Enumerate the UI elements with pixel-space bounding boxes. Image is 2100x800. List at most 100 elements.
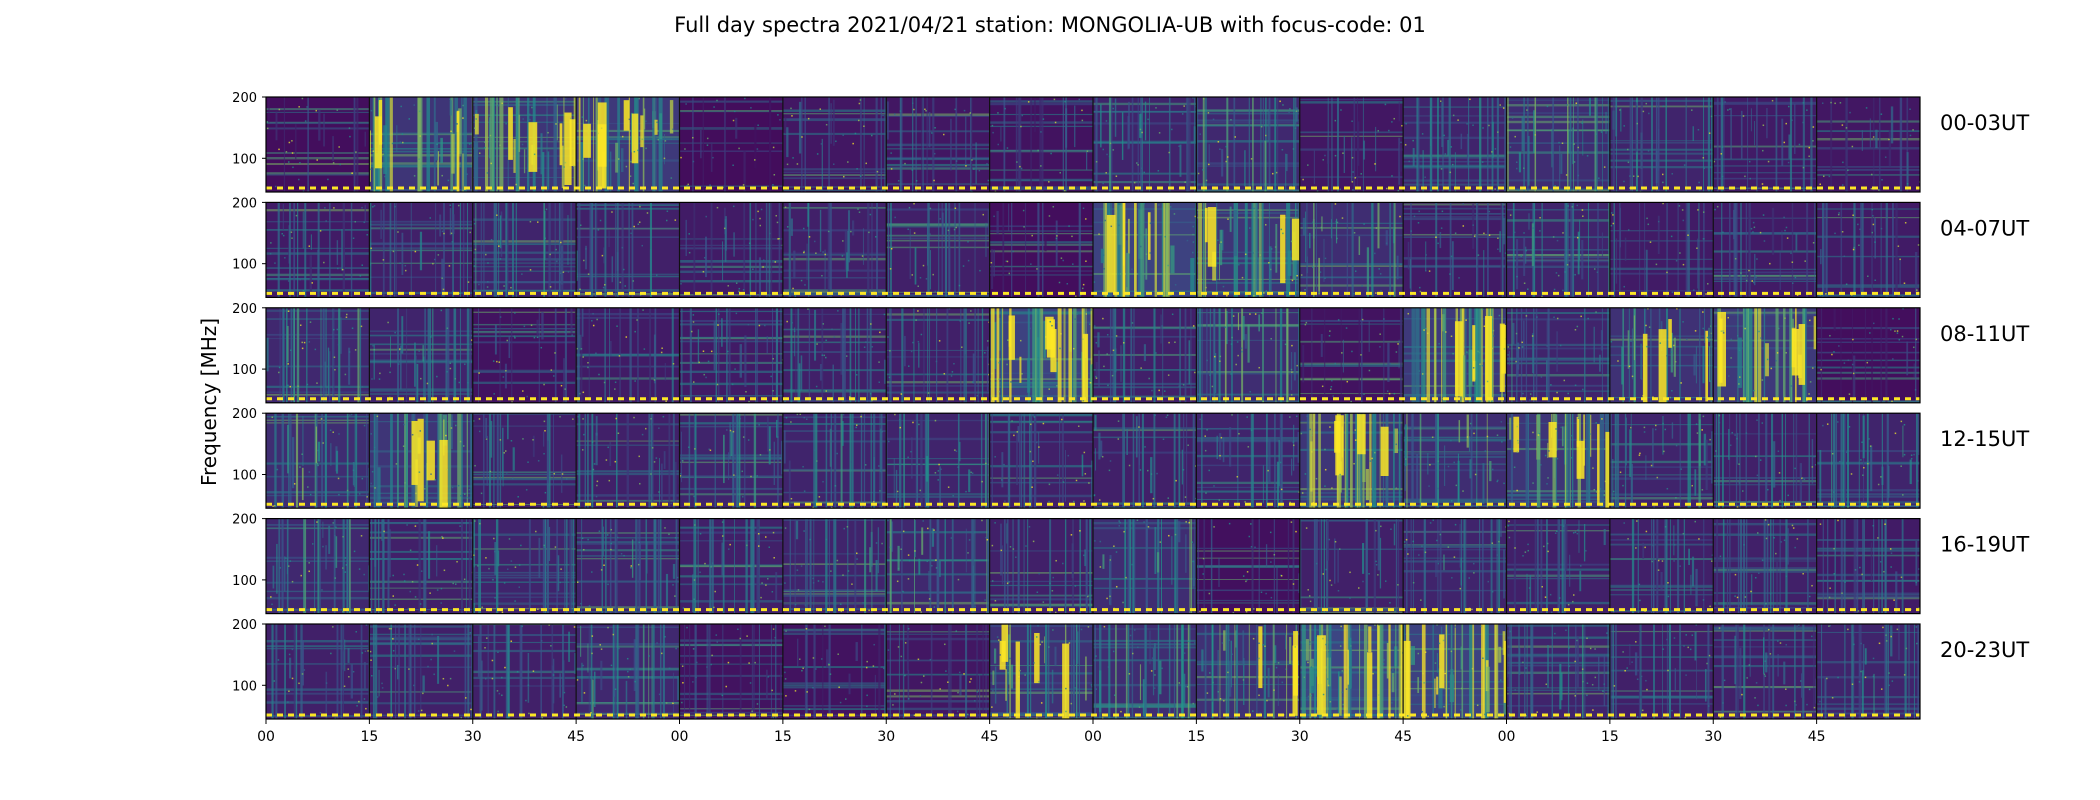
spectra-block (472, 202, 578, 298)
spectra-block (1299, 624, 1405, 719)
spectra-block (1712, 307, 1820, 403)
spectra-block (1712, 518, 1819, 614)
spectra-block (885, 202, 991, 298)
spectra-block (1402, 413, 1508, 509)
x-tick-label: 00 (257, 729, 275, 745)
spectra-block (575, 518, 681, 614)
spectra-block (368, 624, 474, 719)
y-tick-label: 100 (232, 258, 257, 273)
spectra-panel: 100 200 16-19UT (232, 513, 2029, 615)
y-tick-label: 200 (232, 196, 257, 211)
spectra-block (678, 413, 784, 509)
y-tick-label: 200 (232, 618, 257, 633)
spectra-block (1195, 413, 1302, 509)
spectra-block (575, 97, 680, 192)
panel-time-label: 16-19UT (1940, 533, 2029, 557)
spectra-block (989, 202, 1094, 298)
spectra-block (368, 202, 474, 298)
y-tick-label: 100 (232, 468, 257, 483)
chart-title: Full day spectra 2021/04/21 station: MON… (674, 13, 1426, 37)
spectra-block (472, 624, 578, 719)
panel-frame (265, 517, 1921, 615)
panel-frame (265, 307, 1921, 404)
spectra-block (1092, 202, 1200, 298)
spectra-block (368, 518, 474, 614)
spectra-block (1816, 307, 1920, 403)
panel-frame (265, 96, 1921, 193)
spectra-block (1402, 202, 1507, 298)
y-tick-label: 200 (232, 407, 257, 422)
spectra-block (1609, 307, 1714, 403)
spectra-panel: 100 200 12-15UT (232, 407, 2029, 509)
x-tick-label: 45 (981, 729, 999, 745)
spectra-block (782, 202, 887, 298)
spectra-block (1505, 202, 1611, 298)
spectra-block (575, 413, 681, 509)
spectra-block (1505, 307, 1611, 403)
x-tick-label: 15 (1601, 729, 1619, 745)
spectra-block (678, 97, 784, 192)
spectra-block (1299, 97, 1405, 192)
panel-time-label: 08-11UT (1940, 322, 2029, 346)
spectra-block (266, 624, 370, 719)
spectra-block (1195, 624, 1302, 719)
x-tick-label: 45 (1808, 729, 1826, 745)
spectra-block (885, 413, 991, 509)
spectra-block (1299, 307, 1404, 403)
x-tick-label: 00 (1084, 729, 1102, 745)
spectra-block (266, 97, 370, 192)
panel-time-label: 00-03UT (1940, 111, 2029, 135)
spectra-block (1505, 518, 1611, 614)
panel-time-label: 12-15UT (1940, 427, 2029, 451)
y-tick-label: 200 (232, 513, 257, 528)
spectra-block (472, 97, 580, 192)
spectra-block (472, 413, 577, 509)
spectra-block (1092, 97, 1197, 192)
spectra-block (782, 624, 887, 719)
spectra-block (1816, 413, 1920, 509)
spectra-block (885, 307, 991, 403)
spectra-panel: 100 200 04-07UT (232, 196, 2029, 298)
spectra-block (1092, 518, 1197, 614)
spectra-block (1299, 518, 1404, 614)
spectra-block (1505, 97, 1611, 192)
spectra-block (1712, 413, 1818, 509)
spectra-block (266, 307, 370, 403)
x-tick-label: 15 (360, 729, 378, 745)
x-tick-label: 00 (1498, 729, 1516, 745)
spectra-block (1816, 518, 1920, 614)
x-tick-label: 45 (567, 729, 585, 745)
x-tick-label: 30 (1704, 729, 1722, 745)
spectra-block (678, 307, 785, 403)
panel-time-label: 20-23UT (1940, 638, 2029, 662)
spectra-block (1609, 624, 1714, 719)
spectra-block (989, 97, 1094, 192)
spectra-block (1505, 413, 1614, 509)
spectra-block (1092, 413, 1197, 509)
y-tick-label: 200 (232, 302, 257, 317)
spectra-block (989, 624, 1094, 719)
spectra-block (1092, 307, 1197, 403)
spectra-block (1609, 202, 1714, 298)
spectra-block (1092, 624, 1197, 719)
x-tick-label: 30 (877, 729, 895, 745)
panel-frame (265, 201, 1921, 298)
spectra-block (368, 97, 476, 192)
spectra-block (678, 202, 785, 298)
spectra-block (368, 307, 474, 403)
spectra-block (1609, 413, 1714, 509)
x-axis: 00 15 30 45 00 15 30 45 00 15 30 45 00 15 30 45 (257, 719, 1826, 745)
y-tick-label: 100 (232, 574, 257, 589)
x-tick-label: 00 (671, 729, 689, 745)
panels: 100 200 00-03UT 100 200 04-07UT 100 200 08-11UT 1… (232, 91, 2029, 720)
spectra-block (472, 307, 578, 403)
x-tick-label: 15 (1187, 729, 1205, 745)
spectra-block (1505, 624, 1611, 719)
panel-time-label: 04-07UT (1940, 216, 2029, 240)
spectra-block (989, 307, 1095, 403)
y-axis-label: Frequency [MHz] (197, 318, 221, 486)
y-tick-label: 100 (232, 363, 257, 378)
y-tick-label: 100 (232, 679, 257, 694)
spectra-block (782, 518, 888, 614)
